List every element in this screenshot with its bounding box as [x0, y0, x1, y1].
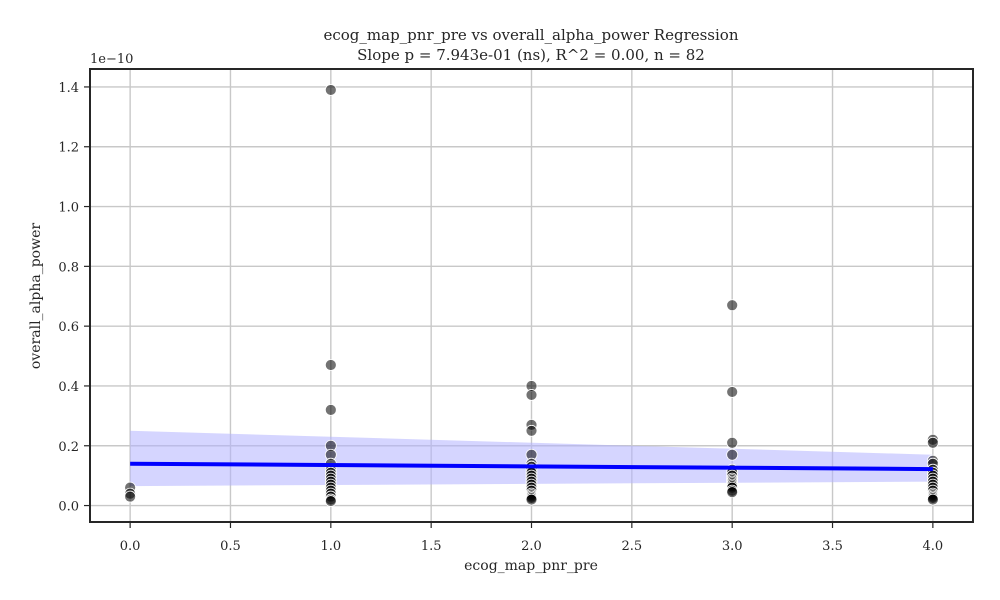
- y-tick-label: 0.6: [58, 320, 79, 335]
- x-tick-label: 2.5: [621, 539, 642, 554]
- data-point: [324, 495, 337, 507]
- data-point: [726, 448, 739, 461]
- data-point: [324, 359, 337, 371]
- data-point: [525, 493, 538, 506]
- y-tick-label: 0.8: [58, 260, 79, 275]
- y-tick-label: 1.4: [58, 81, 79, 96]
- x-tick-label: 4.0: [923, 539, 944, 554]
- regression-line-layer: [130, 461, 933, 472]
- x-tick-label: 3.0: [722, 539, 743, 554]
- x-tick-label: 1.0: [320, 539, 341, 554]
- data-point: [324, 84, 337, 96]
- data-point: [525, 424, 538, 437]
- y-tick-label: 0.4: [58, 380, 79, 395]
- y-tick-label: 0.2: [58, 440, 79, 455]
- y-tick-label: 1.2: [58, 141, 79, 156]
- x-axis-ticks: 0.0 0.5 1.0 1.5 2.0 2.5 3.0 3.5 4.0: [120, 522, 943, 554]
- data-point: [926, 493, 939, 506]
- data-point: [525, 389, 538, 401]
- y-offset-label: 1e−10: [90, 52, 133, 67]
- x-tick-label: 2.0: [521, 539, 542, 554]
- x-tick-label: 1.5: [421, 539, 442, 554]
- data-point: [726, 386, 739, 398]
- chart-subtitle: Slope p = 7.943e-01 (ns), R^2 = 0.00, n …: [357, 46, 705, 64]
- regression-line: [130, 461, 933, 472]
- data-point: [726, 486, 739, 498]
- x-tick-label: 3.5: [822, 539, 843, 554]
- x-tick-label: 0.0: [120, 539, 141, 554]
- y-tick-label: 0.0: [58, 500, 79, 515]
- y-axis-ticks: 0.0 0.2 0.4 0.6 0.8 1.0 1.2 1.4: [58, 81, 90, 515]
- data-point: [926, 436, 939, 449]
- y-axis-label: overall_alpha_power: [28, 223, 44, 369]
- x-tick-label: 0.5: [220, 539, 241, 554]
- x-axis-label: ecog_map_pnr_pre: [464, 558, 598, 574]
- y-tick-label: 1.0: [58, 201, 79, 216]
- data-point: [726, 436, 739, 449]
- chart-title: ecog_map_pnr_pre vs overall_alpha_power …: [324, 26, 739, 44]
- data-point: [124, 490, 137, 503]
- data-point: [726, 299, 739, 312]
- data-point: [324, 403, 337, 416]
